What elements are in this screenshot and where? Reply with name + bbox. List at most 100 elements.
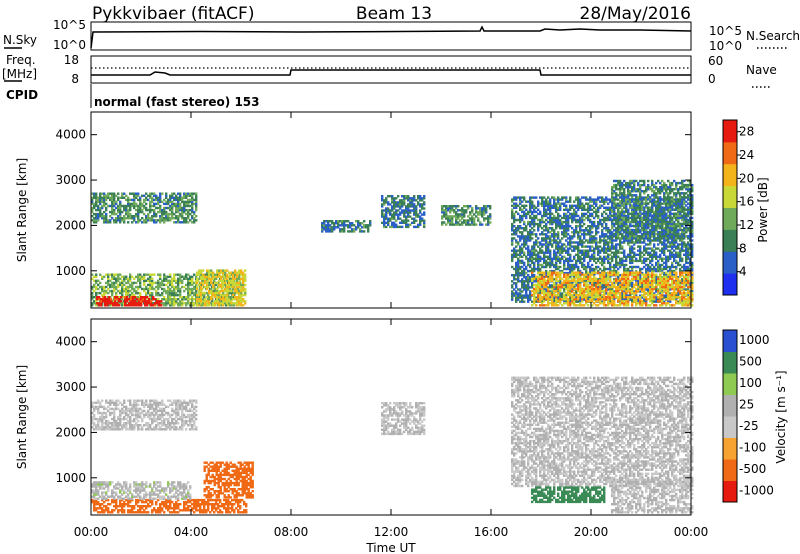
data-cell bbox=[521, 265, 524, 269]
data-cell bbox=[109, 215, 112, 218]
data-cell bbox=[327, 220, 330, 223]
data-cell bbox=[238, 283, 241, 287]
data-cell bbox=[244, 291, 247, 295]
nsky-trace bbox=[90, 25, 692, 49]
data-cell bbox=[527, 212, 530, 216]
data-cell bbox=[583, 267, 586, 271]
data-cell bbox=[202, 281, 205, 285]
data-cell bbox=[539, 259, 542, 263]
data-cell bbox=[545, 265, 548, 269]
data-cell bbox=[595, 267, 598, 271]
data-cell bbox=[133, 204, 136, 208]
data-cell bbox=[569, 257, 572, 260]
data-cell bbox=[485, 207, 488, 210]
data-cell bbox=[123, 279, 126, 282]
data-cell bbox=[531, 276, 534, 279]
data-cell bbox=[609, 257, 612, 260]
data-cell bbox=[529, 280, 532, 283]
data-cell bbox=[575, 265, 578, 269]
data-cell bbox=[111, 293, 114, 297]
data-cell bbox=[102, 300, 105, 303]
data-cell bbox=[93, 279, 96, 282]
data-cell bbox=[557, 249, 560, 252]
data-cell bbox=[609, 229, 612, 232]
data-cell bbox=[222, 302, 225, 305]
data-cell bbox=[165, 206, 168, 210]
data-cell bbox=[457, 217, 460, 220]
data-cell bbox=[549, 235, 552, 238]
data-cell bbox=[93, 221, 96, 224]
data-cell bbox=[589, 208, 592, 211]
data-cell bbox=[469, 211, 472, 214]
data-cell bbox=[569, 269, 572, 273]
data-cell bbox=[335, 226, 338, 229]
data-cell bbox=[611, 243, 614, 246]
data-cell bbox=[511, 212, 514, 216]
data-cell bbox=[533, 249, 536, 252]
data-cell bbox=[515, 210, 518, 214]
data-cell bbox=[397, 217, 400, 220]
nsky-tick-bottom: 10^0 bbox=[53, 38, 86, 52]
data-cell bbox=[521, 255, 524, 258]
data-cell bbox=[575, 196, 578, 199]
data-cell bbox=[573, 231, 576, 234]
data-cell bbox=[527, 231, 530, 234]
data-cell bbox=[521, 282, 524, 285]
data-cell bbox=[547, 286, 550, 289]
data-cell bbox=[419, 197, 422, 200]
data-cell bbox=[169, 206, 172, 210]
data-cell bbox=[585, 216, 588, 220]
data-cell bbox=[210, 302, 213, 305]
data-cell bbox=[401, 225, 404, 229]
data-cell bbox=[411, 217, 414, 220]
data-cell bbox=[607, 255, 610, 258]
data-cell bbox=[191, 206, 194, 210]
data-cell bbox=[555, 208, 558, 211]
data-cell bbox=[561, 257, 564, 260]
data-cell bbox=[179, 206, 182, 210]
data-cell bbox=[165, 217, 168, 220]
data-cell bbox=[200, 269, 203, 272]
data-cell bbox=[525, 267, 528, 271]
data-cell bbox=[163, 273, 166, 276]
data-cell bbox=[391, 223, 394, 226]
data-cell bbox=[643, 253, 646, 256]
data-cell bbox=[191, 287, 194, 291]
data-cell bbox=[391, 201, 394, 204]
data-cell bbox=[363, 226, 366, 229]
data-cell bbox=[551, 292, 554, 295]
data-cell bbox=[339, 228, 342, 231]
data-cell bbox=[575, 284, 578, 287]
data-cell bbox=[121, 304, 124, 307]
data-cell bbox=[581, 239, 584, 242]
data-cell bbox=[573, 233, 576, 236]
data-cell bbox=[519, 245, 522, 248]
data-cell bbox=[483, 217, 486, 220]
data-cell bbox=[103, 287, 106, 291]
data-cell bbox=[210, 273, 213, 276]
data-cell bbox=[144, 300, 147, 303]
data-cell bbox=[463, 209, 466, 212]
data-cell bbox=[189, 304, 192, 307]
data-cell bbox=[137, 277, 140, 280]
data-cell bbox=[389, 195, 392, 198]
data-cell bbox=[117, 204, 120, 208]
data-cell bbox=[401, 199, 404, 202]
data-cell bbox=[589, 200, 592, 203]
data-cell bbox=[415, 209, 418, 212]
data-cell bbox=[147, 277, 150, 280]
data-cell bbox=[163, 202, 166, 206]
data-cell bbox=[545, 200, 548, 203]
data-cell bbox=[597, 198, 600, 201]
data-cell bbox=[119, 204, 122, 208]
data-cell bbox=[191, 210, 194, 214]
data-cell bbox=[595, 282, 598, 285]
data-cell bbox=[613, 282, 616, 285]
data-cell bbox=[108, 300, 111, 303]
data-cell bbox=[521, 243, 524, 246]
data-cell bbox=[549, 243, 552, 246]
data-cell bbox=[335, 222, 338, 225]
data-cell bbox=[189, 277, 192, 280]
data-cell bbox=[177, 279, 180, 282]
data-cell bbox=[545, 208, 548, 211]
